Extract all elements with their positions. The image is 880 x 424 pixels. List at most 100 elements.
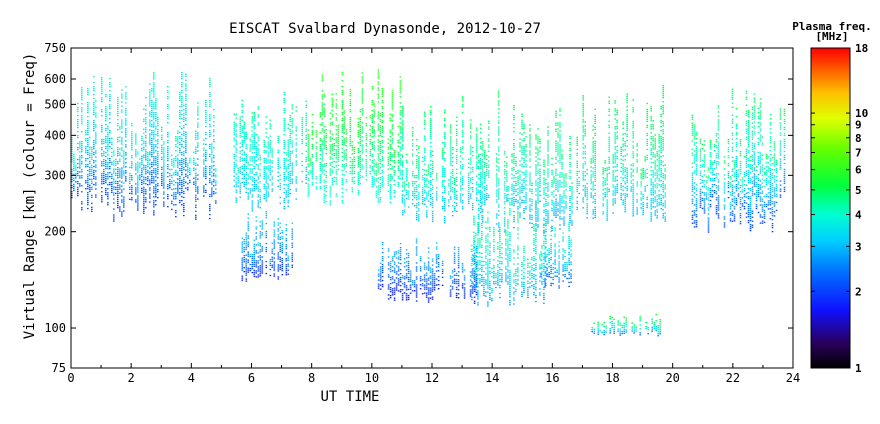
echo-cell [343, 154, 346, 156]
echo-cell [153, 146, 155, 148]
echo-cell [545, 231, 547, 233]
echo-cell [315, 130, 318, 132]
echo-cell [123, 166, 125, 168]
echo-cell [205, 191, 207, 194]
echo-cell [479, 183, 482, 185]
echo-cell [475, 193, 478, 195]
echo-cell [479, 165, 482, 167]
echo-cell [429, 149, 432, 152]
echo-cell [361, 126, 364, 128]
echo-cell [423, 163, 426, 165]
echo-cell [283, 133, 286, 136]
echo-cell [335, 103, 338, 105]
echo-cell [407, 192, 410, 194]
echo-cell [157, 147, 159, 149]
echo-cell [111, 163, 113, 165]
echo-cell [485, 196, 488, 199]
echo-cell [315, 132, 318, 134]
echo-cell [265, 182, 268, 184]
echo-cell [117, 105, 119, 107]
echo-cell [329, 152, 332, 154]
echo-cell [431, 210, 434, 213]
echo-cell [163, 171, 165, 173]
echo-cell [481, 195, 484, 197]
echo-cell [131, 145, 133, 147]
echo-cell [337, 146, 340, 148]
echo-cell [185, 147, 187, 149]
echo-cell [449, 158, 452, 160]
echo-cell [121, 201, 123, 203]
echo-cell [89, 156, 91, 158]
echo-cell [105, 127, 107, 130]
echo-cell [287, 171, 290, 173]
echo-cell [257, 154, 260, 156]
echo-cell [387, 176, 390, 178]
echo-cell [381, 141, 384, 144]
echo-cell [307, 165, 310, 167]
echo-cell [345, 163, 348, 165]
echo-cell [343, 158, 346, 160]
echo-cell [205, 169, 207, 172]
echo-cell [197, 134, 199, 136]
echo-cell [151, 166, 153, 168]
echo-cell [449, 124, 452, 126]
echo-cell [335, 179, 338, 181]
echo-cell [443, 136, 446, 138]
echo-cell [251, 118, 254, 120]
echo-cell [375, 180, 378, 182]
echo-cell [87, 191, 89, 194]
echo-cell [249, 150, 252, 152]
echo-cell [557, 150, 559, 152]
echo-cell [547, 168, 549, 170]
echo-cell [283, 205, 286, 208]
echo-cell [461, 182, 464, 184]
echo-cell [167, 196, 169, 198]
echo-cell [503, 187, 506, 189]
echo-cell [515, 198, 517, 201]
echo-cell [387, 156, 390, 158]
echo-cell [525, 136, 527, 138]
echo-cell [309, 172, 312, 174]
echo-cell [529, 142, 531, 144]
echo-cell [183, 134, 185, 137]
echo-cell [285, 178, 288, 180]
echo-cell [335, 181, 338, 183]
echo-cell [590, 162, 592, 164]
echo-cell [245, 165, 248, 167]
echo-cell [125, 98, 127, 100]
echo-cell [91, 166, 93, 168]
echo-cell [441, 208, 444, 210]
echo-cell [529, 182, 531, 184]
echo-cell [137, 179, 139, 181]
echo-cell [287, 179, 290, 181]
echo-cell [197, 102, 199, 104]
echo-cell [289, 156, 292, 159]
echo-cell [559, 148, 561, 150]
echo-cell [149, 193, 151, 195]
echo-cell [403, 195, 406, 197]
echo-cell [523, 172, 525, 174]
echo-cell [287, 191, 290, 193]
echo-cell [569, 187, 571, 190]
echo-cell [173, 180, 175, 182]
echo-cell [185, 95, 187, 97]
echo-cell [163, 177, 165, 179]
echo-cell [87, 163, 89, 166]
echo-cell [213, 139, 215, 141]
echo-cell [77, 158, 79, 161]
echo-cell [135, 149, 137, 151]
echo-cell [263, 195, 266, 198]
echo-cell [253, 117, 256, 120]
echo-cell [401, 194, 404, 196]
echo-cell [151, 90, 153, 92]
echo-cell [77, 194, 79, 197]
echo-cell [137, 161, 139, 163]
echo-cell [89, 186, 91, 188]
echo-cell [125, 146, 127, 148]
echo-cell [175, 192, 177, 194]
echo-cell [109, 100, 111, 102]
echo-cell [461, 146, 464, 148]
echo-cell [111, 151, 113, 153]
echo-cell [563, 210, 565, 212]
echo-cell [329, 164, 332, 166]
